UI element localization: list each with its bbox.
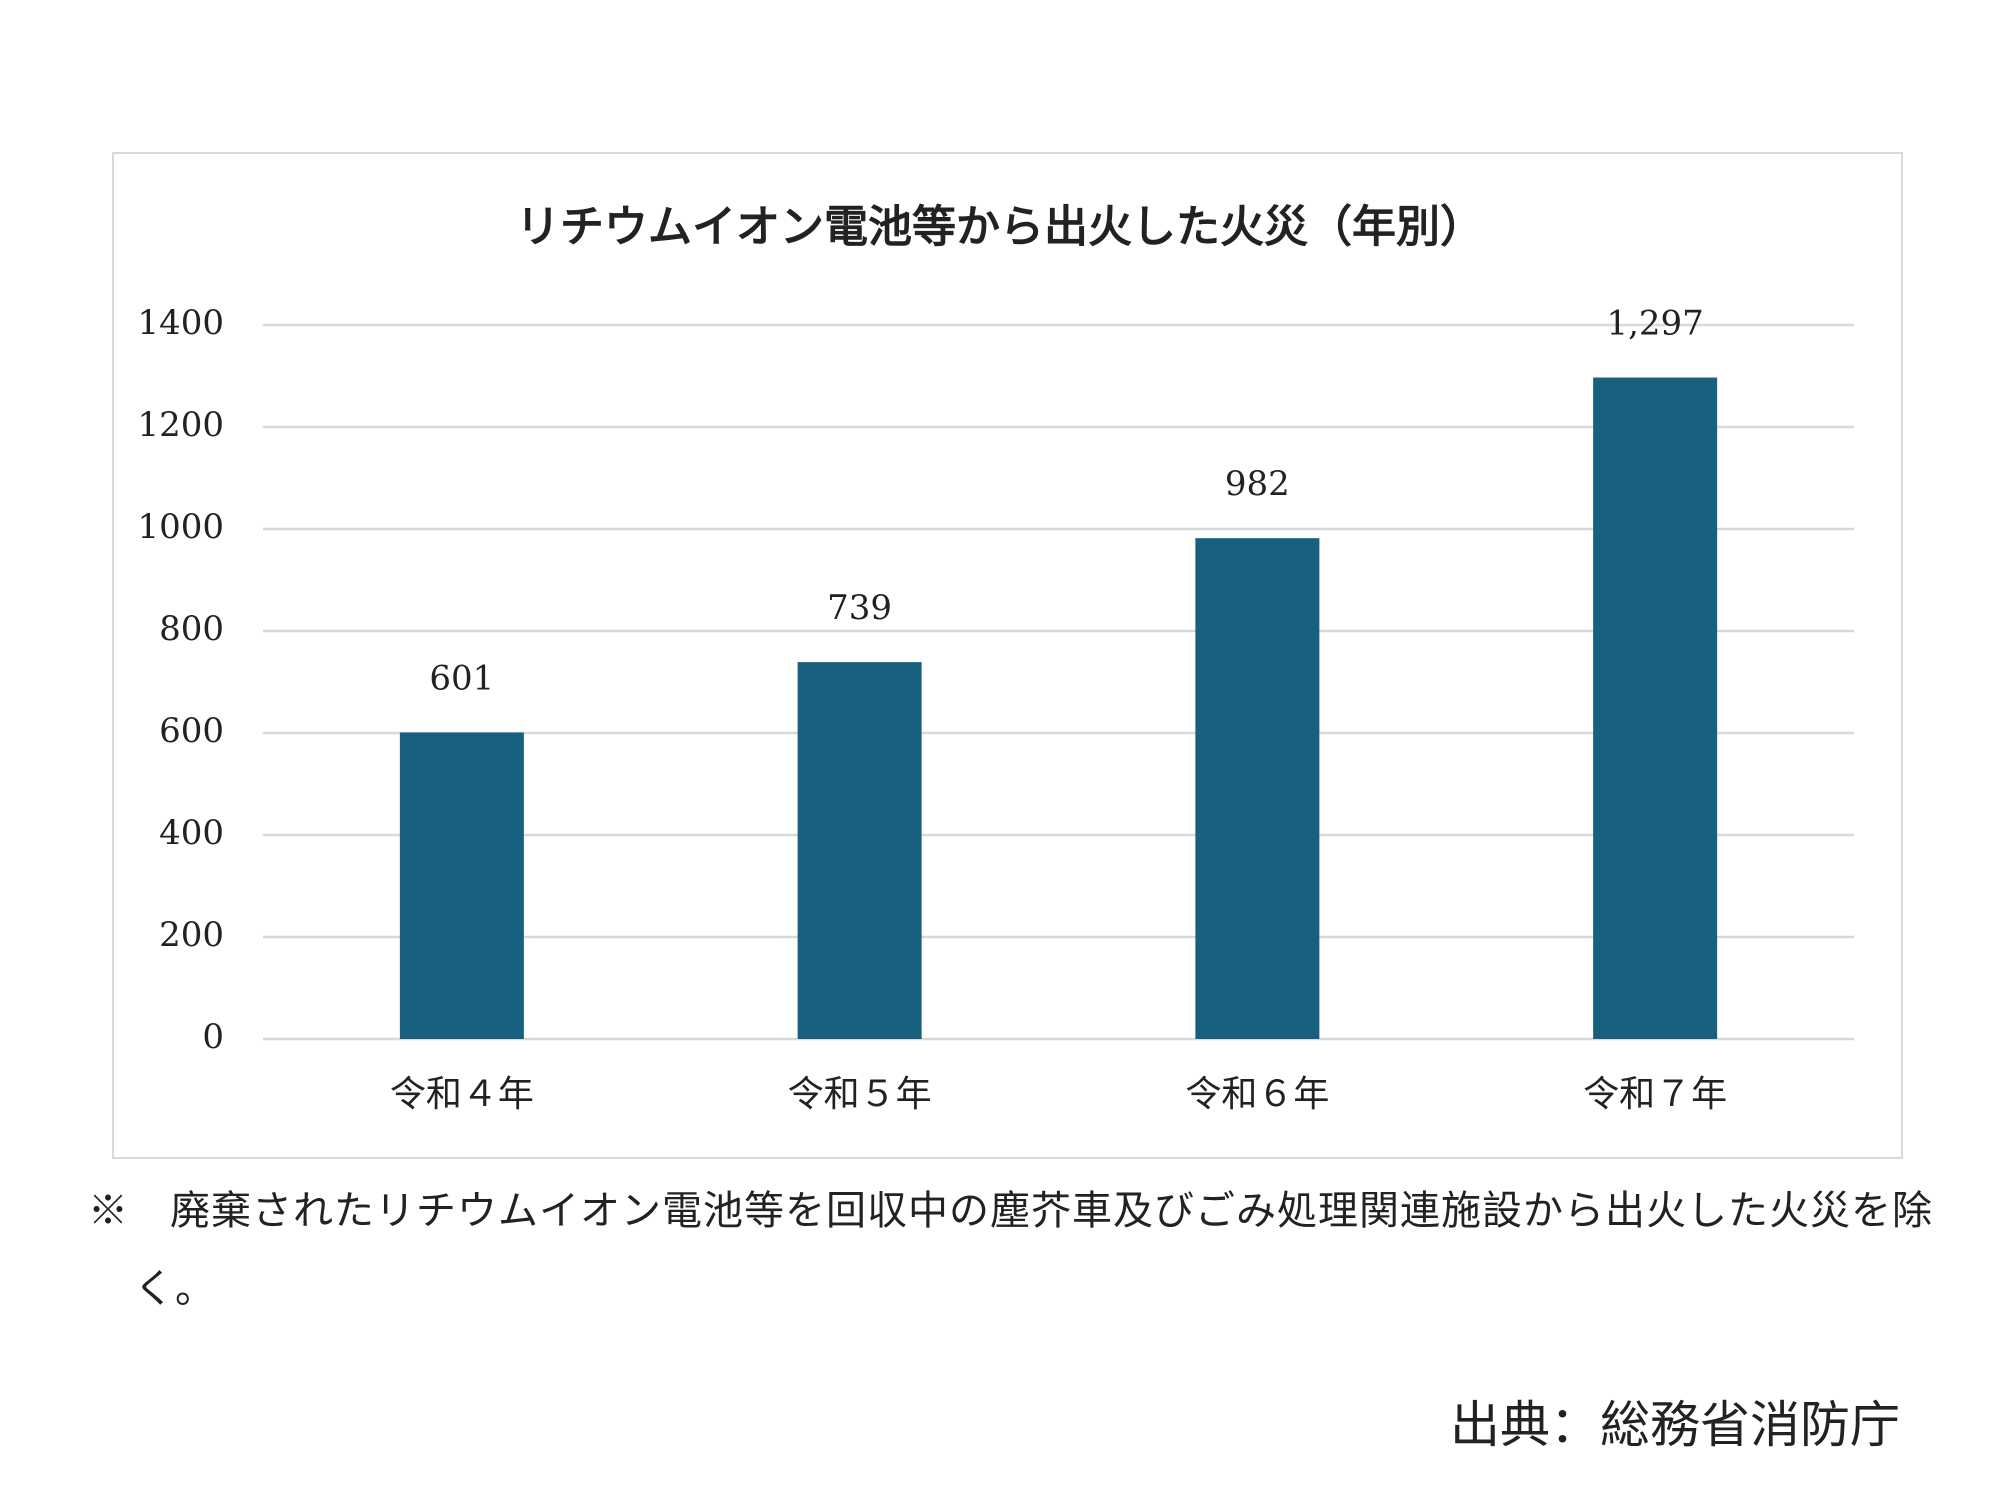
y-tick-label: 200 [159,915,224,955]
x-tick-label: 令和６年 [1185,1074,1329,1115]
y-tick-label: 0 [202,1017,224,1057]
chart-title: リチウムイオン電池等から出火した火災（年別） [516,202,1484,253]
footnote: ※ 廃棄されたリチウムイオン電池等を回収中の塵芥車及びごみ処理関連施設から出火し… [88,1188,1933,1312]
bar [797,662,922,1039]
data-label: 739 [827,588,892,628]
x-tick-label: 令和７年 [1583,1074,1727,1115]
y-tick-label: 400 [159,813,224,853]
y-tick-label: 800 [159,609,224,649]
chart: リチウムイオン電池等から出火した火災（年別） 0 200 400 600 800 1000… [112,152,1903,1159]
bar [1195,538,1320,1039]
x-tick-label: 令和４年 [390,1074,534,1115]
y-tick-label: 1400 [137,303,224,343]
bar [399,732,524,1039]
x-tick-label: 令和５年 [788,1074,932,1115]
y-tick-label: 1200 [137,405,224,445]
data-label: 601 [429,658,494,698]
data-label: 982 [1225,464,1290,504]
y-tick-label: 1000 [137,507,224,547]
source: 出典：総務省消防庁 [1450,1396,1900,1454]
bar [1593,377,1718,1039]
data-label: 1,297 [1606,304,1703,344]
y-tick-label: 600 [159,711,224,751]
